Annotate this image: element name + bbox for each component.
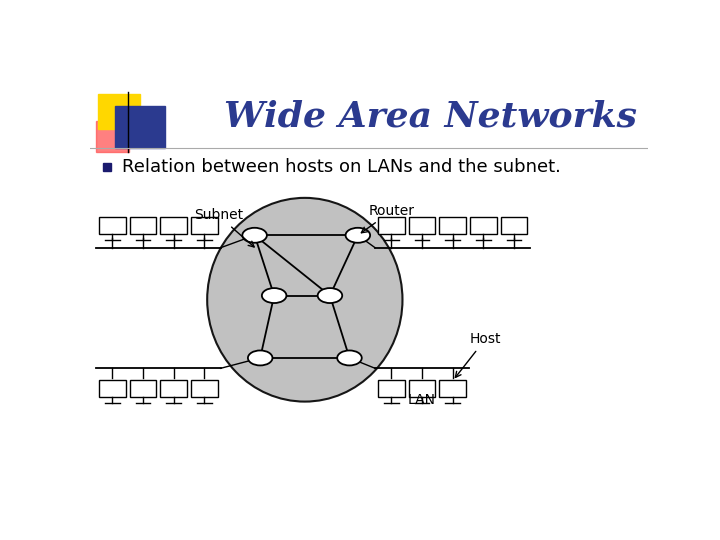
Ellipse shape [318,288,342,303]
Ellipse shape [262,288,287,303]
Bar [99,94,140,129]
Text: Subnet: Subnet [194,208,254,247]
Ellipse shape [337,350,361,366]
Bar [409,217,436,234]
Bar [378,380,405,396]
Bar [439,217,466,234]
Bar [191,217,217,234]
Bar [378,217,405,234]
Bar [130,380,156,396]
Bar [500,217,528,234]
Ellipse shape [346,228,370,243]
Bar [115,106,166,148]
Text: Router: Router [361,204,414,233]
Bar [409,380,436,396]
Text: Host: Host [455,333,501,377]
Bar [161,380,187,396]
Bar [470,217,497,234]
Bar [99,217,126,234]
Text: Relation between hosts on LANs and the subnet.: Relation between hosts on LANs and the s… [122,158,561,176]
Bar [161,217,187,234]
Ellipse shape [248,350,272,366]
Ellipse shape [207,198,402,402]
Bar [439,380,466,396]
Text: LAN: LAN [408,393,436,407]
Text: Wide Area Networks: Wide Area Networks [224,100,637,134]
Ellipse shape [243,228,267,243]
Bar [96,121,129,152]
Bar [99,380,126,396]
Bar [130,217,156,234]
Bar [191,380,217,396]
